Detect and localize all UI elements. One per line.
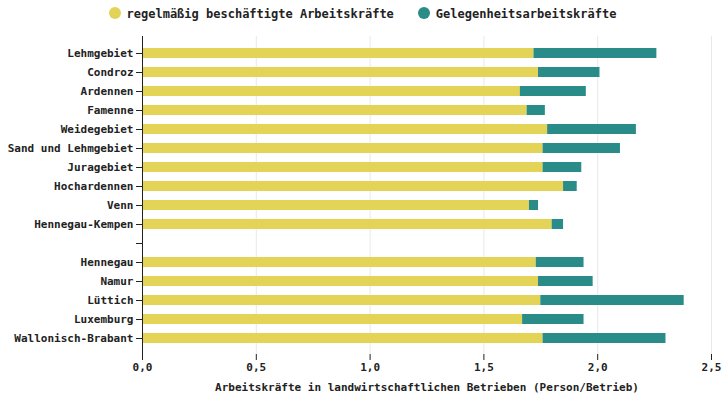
svg-text:1,5: 1,5 [474, 361, 494, 374]
svg-text:Famenne: Famenne [87, 104, 134, 117]
svg-text:2,5: 2,5 [702, 361, 722, 374]
svg-text:Hennegau: Hennegau [81, 256, 134, 269]
svg-text:Juragebiet: Juragebiet [67, 161, 133, 174]
svg-text:Hochardennen: Hochardennen [54, 180, 133, 193]
svg-text:Lüttich: Lüttich [87, 294, 133, 307]
svg-text:Sand und Lehmgebiet: Sand und Lehmgebiet [8, 142, 134, 155]
svg-text:0,5: 0,5 [246, 361, 266, 374]
svg-text:1,0: 1,0 [360, 361, 380, 374]
svg-text:Ardennen: Ardennen [81, 85, 134, 98]
svg-text:Hennegau-Kempen: Hennegau-Kempen [34, 218, 133, 231]
svg-text:0,0: 0,0 [133, 361, 153, 374]
svg-text:Weidegebiet: Weidegebiet [61, 123, 134, 136]
html-text:regelmäßig beschäftigte Arbeit: regelmäßig beschäftigte Arbeitskräfte [126, 7, 394, 21]
svg-text:Lehmgebiet: Lehmgebiet [67, 47, 133, 60]
svg-text:Condroz: Condroz [87, 66, 133, 79]
html-text:Gelegenheitsarbeitskräfte: Gelegenheitsarbeitskräfte [435, 7, 617, 21]
svg-text:Namur: Namur [100, 275, 133, 288]
svg-text:2,0: 2,0 [588, 361, 608, 374]
svg-text:Arbeitskräfte in landwirtschaf: Arbeitskräfte in landwirtschaftlichen Be… [215, 381, 639, 394]
svg-text:Venn: Venn [107, 199, 134, 212]
svg-text:Luxemburg: Luxemburg [74, 313, 134, 326]
svg-text:Wallonisch-Brabant: Wallonisch-Brabant [14, 332, 133, 345]
